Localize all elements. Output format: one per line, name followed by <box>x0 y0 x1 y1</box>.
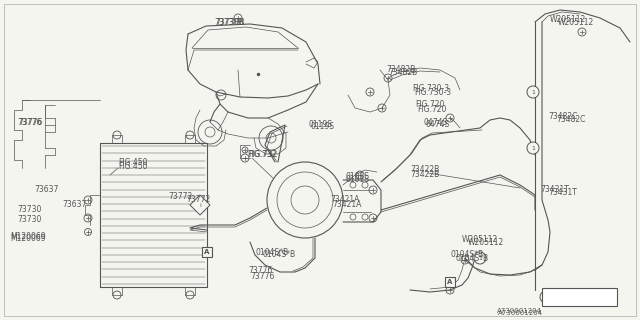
Text: 73637: 73637 <box>62 200 86 209</box>
Text: Y26944: Y26944 <box>564 292 596 301</box>
Text: M120069: M120069 <box>10 234 45 243</box>
Text: 0474S: 0474S <box>425 120 449 129</box>
Text: 73482B: 73482B <box>386 65 415 74</box>
Bar <box>445 277 455 287</box>
Text: 0104S*B: 0104S*B <box>262 250 295 259</box>
Text: FIG.730-3: FIG.730-3 <box>412 84 449 93</box>
Text: W205112: W205112 <box>462 235 499 244</box>
Text: FIG.732: FIG.732 <box>247 150 276 159</box>
Text: FIG.720: FIG.720 <box>415 100 444 109</box>
Text: 1: 1 <box>531 146 535 150</box>
Text: 0104S*B: 0104S*B <box>255 248 288 257</box>
Polygon shape <box>190 195 210 215</box>
Text: 73421A: 73421A <box>332 200 362 209</box>
Text: i: i <box>199 203 201 207</box>
Text: 0101S: 0101S <box>345 172 369 181</box>
Text: FIG.720: FIG.720 <box>417 105 446 114</box>
Text: 73730B: 73730B <box>215 18 244 27</box>
Text: FIG.450: FIG.450 <box>118 158 147 167</box>
Text: 1: 1 <box>531 90 535 94</box>
Text: 73422B: 73422B <box>410 170 439 179</box>
Text: 73422B: 73422B <box>410 165 439 174</box>
Text: 73776: 73776 <box>17 118 42 127</box>
Text: 0119S: 0119S <box>310 122 334 131</box>
Text: 73730B: 73730B <box>214 18 243 27</box>
Bar <box>542 288 617 306</box>
Text: W205112: W205112 <box>558 18 595 27</box>
Circle shape <box>474 252 486 264</box>
Text: 73776: 73776 <box>248 266 273 275</box>
Circle shape <box>527 142 539 154</box>
Text: 73730: 73730 <box>17 205 42 214</box>
Text: 1: 1 <box>544 294 548 300</box>
Circle shape <box>540 291 552 303</box>
Text: FIG.732: FIG.732 <box>248 150 277 159</box>
Text: A730001204: A730001204 <box>498 310 543 316</box>
Text: M120069: M120069 <box>10 232 45 241</box>
Bar <box>202 247 212 257</box>
Text: 73482C: 73482C <box>548 112 577 121</box>
Text: 73776: 73776 <box>18 118 42 127</box>
Text: A: A <box>204 249 210 255</box>
Text: 73772: 73772 <box>186 195 211 204</box>
Text: 0474S: 0474S <box>423 118 447 127</box>
Text: 73431T: 73431T <box>548 188 577 197</box>
Text: 0104S*B: 0104S*B <box>455 254 488 263</box>
Text: A730001204: A730001204 <box>497 308 542 314</box>
Circle shape <box>267 162 343 238</box>
Text: 73421A: 73421A <box>330 195 360 204</box>
Text: 73772: 73772 <box>168 192 192 201</box>
Text: 73637: 73637 <box>34 185 58 194</box>
Text: FIG.450: FIG.450 <box>118 162 147 171</box>
Text: 73482B: 73482B <box>388 68 417 77</box>
Text: 73431T: 73431T <box>540 185 569 194</box>
Text: 0101S: 0101S <box>345 175 369 184</box>
Text: 73730: 73730 <box>17 215 42 224</box>
Text: W205112: W205112 <box>550 15 586 24</box>
Text: FIG.730-3: FIG.730-3 <box>414 88 451 97</box>
Text: 73776: 73776 <box>250 272 275 281</box>
Text: 0119S: 0119S <box>308 120 332 129</box>
Text: 1: 1 <box>478 255 482 260</box>
Text: 0104S*B: 0104S*B <box>450 250 483 259</box>
Text: W205112: W205112 <box>468 238 504 247</box>
Text: A: A <box>447 279 452 285</box>
Circle shape <box>527 86 539 98</box>
Text: 73482C: 73482C <box>556 115 586 124</box>
